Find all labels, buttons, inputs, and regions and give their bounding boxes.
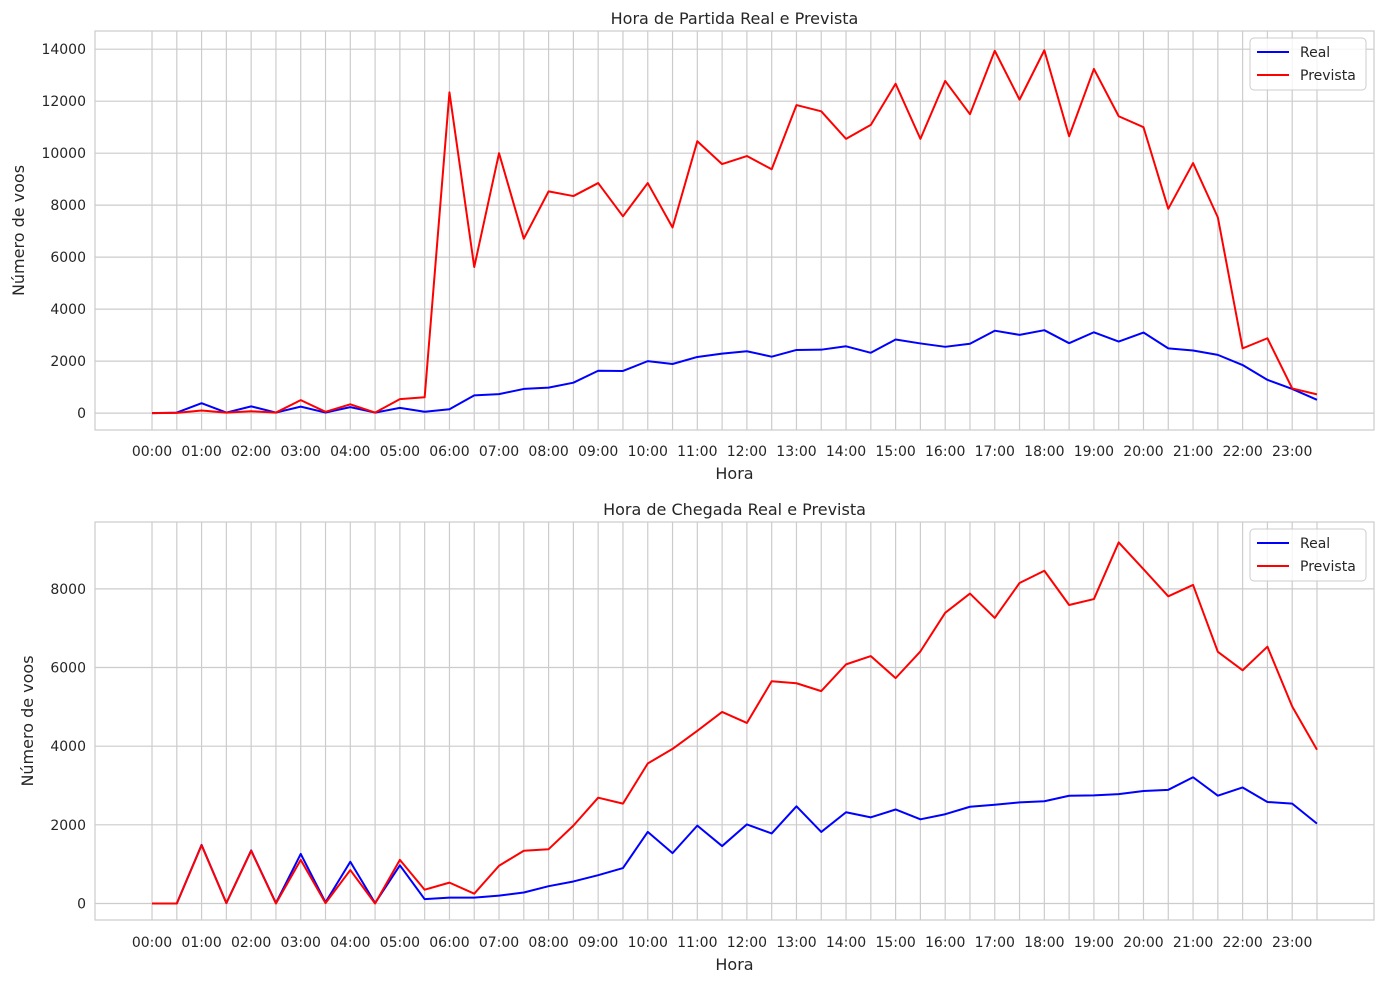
x-tick-label: 05:00 (380, 935, 420, 951)
x-tick-label: 20:00 (1123, 444, 1163, 460)
series-line-real (152, 776, 1318, 905)
x-tick-label: 22:00 (1222, 935, 1262, 951)
x-tick-label: 07:00 (479, 444, 519, 460)
x-tick-label: 17:00 (975, 935, 1015, 951)
legend: Real Prevista (1249, 528, 1367, 582)
x-tick-label: 13:00 (776, 935, 816, 951)
legend-label-prevista: Prevista (1300, 559, 1356, 575)
y-tick-label: 8000 (50, 582, 86, 598)
x-tick-label: 10:00 (628, 935, 668, 951)
departure-chart: Hora de Partida Real e Prevista 0 2000 400… (9, 9, 1375, 483)
x-tick-label: 14:00 (826, 935, 866, 951)
x-tick-label: 19:00 (1074, 935, 1114, 951)
x-tick-label: 23:00 (1272, 444, 1312, 460)
x-tick-label: 21:00 (1173, 935, 1213, 951)
x-tick-label: 05:00 (380, 444, 420, 460)
y-axis-label: Número de voos (18, 655, 37, 786)
x-tick-label: 04:00 (330, 444, 370, 460)
x-tick-label: 21:00 (1173, 444, 1213, 460)
y-tick-label: 0 (77, 896, 86, 912)
y-tick-label: 6000 (50, 250, 86, 266)
x-tick-label: 16:00 (925, 444, 965, 460)
x-tick-label: 17:00 (975, 444, 1015, 460)
y-tick-label: 10000 (41, 146, 86, 162)
y-tick-label: 2000 (50, 818, 86, 834)
x-tick-label: 06:00 (429, 935, 469, 951)
x-tick-label: 11:00 (677, 935, 717, 951)
y-tick-label: 14000 (41, 42, 86, 58)
x-tick-label: 15:00 (875, 444, 915, 460)
x-tick-label: 16:00 (925, 935, 965, 951)
x-tick-label: 10:00 (628, 444, 668, 460)
x-tick-label: 19:00 (1074, 444, 1114, 460)
x-tick-label: 06:00 (429, 444, 469, 460)
x-tick-label: 01:00 (181, 444, 221, 460)
series-line-prevista (152, 541, 1318, 905)
x-tick-label: 01:00 (181, 935, 221, 951)
legend-label-prevista: Prevista (1300, 68, 1356, 84)
x-tick-label: 09:00 (578, 444, 618, 460)
x-tick-label: 22:00 (1222, 444, 1262, 460)
x-tick-label: 11:00 (677, 444, 717, 460)
x-tick-label: 00:00 (132, 935, 172, 951)
x-tick-label: 18:00 (1024, 935, 1064, 951)
x-tick-label: 07:00 (479, 935, 519, 951)
x-tick-label: 23:00 (1272, 935, 1312, 951)
x-axis-label: Hora (715, 464, 753, 483)
x-tick-label: 03:00 (281, 444, 321, 460)
series-line-prevista (151, 49, 1318, 415)
x-tick-label: 18:00 (1024, 444, 1064, 460)
x-axis-label: Hora (715, 955, 753, 974)
x-tick-label: 02:00 (231, 935, 271, 951)
legend-label-real: Real (1300, 536, 1330, 552)
y-tick-label: 12000 (41, 94, 86, 110)
x-tick-label: 14:00 (826, 444, 866, 460)
x-tick-label: 02:00 (231, 444, 271, 460)
chart-title: Hora de Chegada Real e Prevista (603, 500, 866, 519)
y-tick-label: 4000 (50, 739, 86, 755)
x-tick-label: 04:00 (330, 935, 370, 951)
chart-title: Hora de Partida Real e Prevista (611, 9, 859, 28)
y-axis-label: Número de voos (9, 165, 28, 296)
arrival-chart: Hora de Chegada Real e Prevista 0 2000 400… (18, 500, 1375, 974)
x-tick-label: 08:00 (528, 935, 568, 951)
plot-frame (94, 521, 1375, 921)
x-tick-label: 13:00 (776, 444, 816, 460)
x-tick-label: 03:00 (281, 935, 321, 951)
legend: Real Prevista (1249, 37, 1367, 91)
y-tick-label: 0 (77, 406, 86, 422)
y-tick-label: 8000 (50, 198, 86, 214)
x-tick-label: 00:00 (132, 444, 172, 460)
plot-frame (94, 30, 1375, 431)
legend-label-real: Real (1300, 45, 1330, 61)
x-tick-label: 15:00 (875, 935, 915, 951)
y-tick-label: 6000 (50, 661, 86, 677)
y-tick-label: 2000 (50, 354, 86, 370)
x-tick-label: 12:00 (727, 935, 767, 951)
x-tick-label: 20:00 (1123, 935, 1163, 951)
x-tick-label: 12:00 (727, 444, 767, 460)
x-tick-label: 08:00 (528, 444, 568, 460)
y-tick-label: 4000 (50, 302, 86, 318)
series-line-real (151, 329, 1318, 415)
x-tick-label: 09:00 (578, 935, 618, 951)
